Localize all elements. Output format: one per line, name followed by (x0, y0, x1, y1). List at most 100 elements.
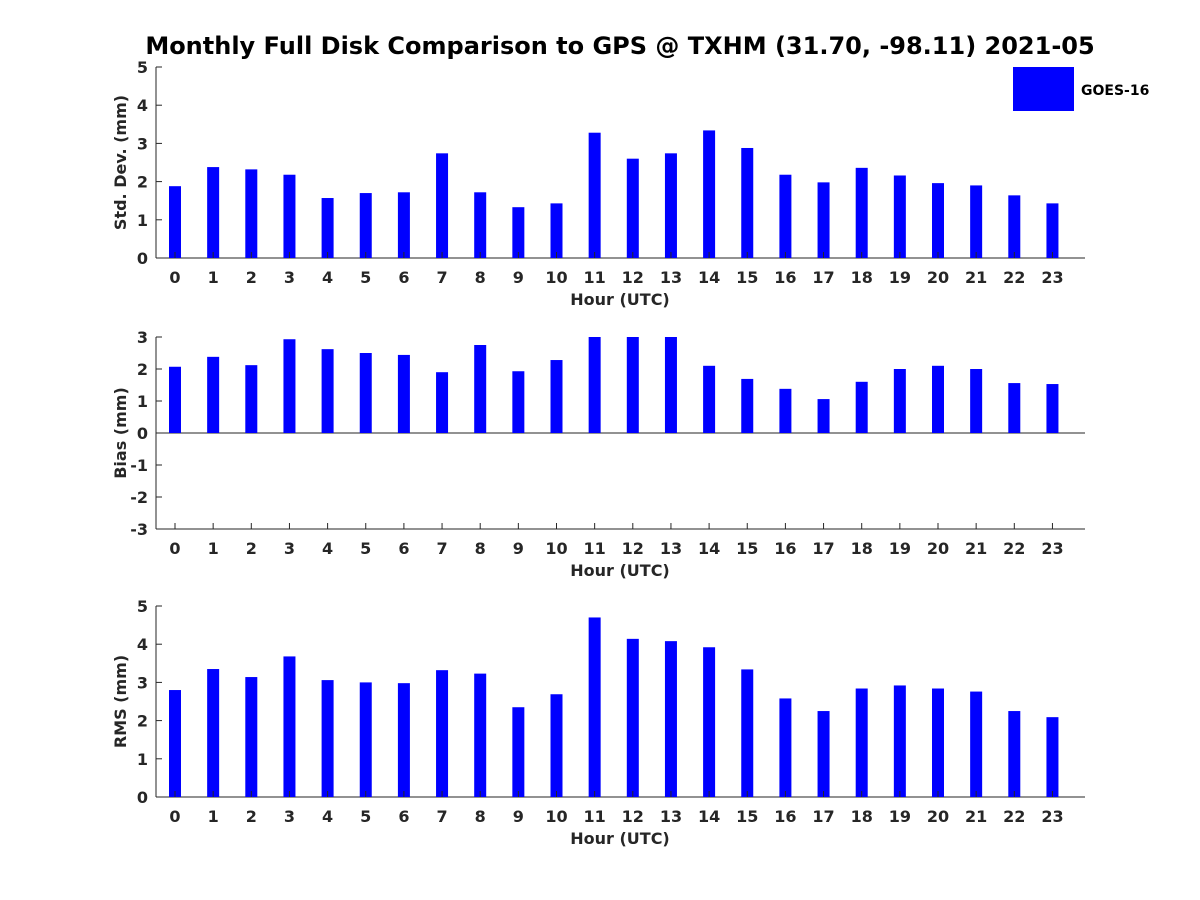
std-dev-x-tick-label: 2 (246, 268, 257, 287)
bias-x-tick-label: 13 (660, 539, 682, 558)
bias-bar (321, 349, 334, 433)
rms-bar (359, 682, 372, 797)
rms-y-tick-label: 4 (137, 635, 148, 654)
bias-x-tick-label: 18 (851, 539, 873, 558)
bias-bar (588, 337, 601, 433)
bias-bar (474, 345, 487, 433)
rms-x-tick-label: 10 (545, 807, 567, 826)
std-dev-bar (703, 130, 716, 258)
rms-x-tick-label: 11 (584, 807, 606, 826)
rms-bar (588, 617, 601, 797)
std-dev-bar (932, 183, 944, 258)
rms-bar (817, 711, 830, 797)
rms-bar (1046, 717, 1059, 797)
bias-y-tick-label: -1 (130, 456, 148, 475)
bias-x-tick-label: 4 (322, 539, 333, 558)
bias-x-tick-label: 17 (812, 539, 834, 558)
rms-x-tick-label: 3 (284, 807, 295, 826)
std-dev-y-tick-label: 2 (137, 173, 148, 192)
std-dev-bar (397, 192, 410, 258)
std-dev-x-tick-label: 22 (1003, 268, 1025, 287)
std-dev-y-axis-label: Std. Dev. (mm) (111, 95, 130, 230)
bias-y-tick-label: 0 (137, 424, 148, 443)
std-dev-x-tick-label: 14 (698, 268, 720, 287)
bias-bar (970, 369, 983, 433)
rms-y-tick-label: 5 (137, 597, 148, 616)
rms-bar (703, 647, 716, 797)
bias-y-tick-label: 2 (137, 360, 148, 379)
bias-bar (436, 372, 449, 433)
bias-x-tick-label: 2 (246, 539, 257, 558)
chart-title: Monthly Full Disk Comparison to GPS @ TX… (145, 32, 1094, 60)
bias-bar (855, 381, 868, 433)
bias-bar (817, 399, 830, 433)
bias-x-tick-label: 1 (208, 539, 219, 558)
bias-bar (245, 365, 258, 433)
std-dev-y-tick-label: 0 (137, 249, 148, 268)
rms-x-tick-label: 18 (851, 807, 873, 826)
bias-x-tick-label: 8 (475, 539, 486, 558)
std-dev-x-tick-label: 0 (169, 268, 180, 287)
bias-bar (169, 366, 181, 433)
bias-x-tick-label: 12 (622, 539, 644, 558)
legend-label-goes-16: GOES-16 (1081, 83, 1149, 99)
std-dev-bar (779, 174, 792, 258)
std-dev-bar (588, 132, 601, 258)
rms-x-tick-label: 4 (322, 807, 333, 826)
bias-x-tick-label: 22 (1003, 539, 1025, 558)
std-dev-bar (207, 167, 220, 258)
bias-x-tick-label: 21 (965, 539, 987, 558)
rms-bar (207, 669, 220, 797)
std-dev-x-tick-label: 16 (774, 268, 796, 287)
std-dev-x-tick-label: 7 (436, 268, 447, 287)
rms-y-tick-label: 2 (137, 712, 148, 731)
std-dev-y-tick-label: 4 (137, 96, 148, 115)
rms-bar (474, 673, 487, 797)
rms-x-tick-label: 20 (927, 807, 949, 826)
bias-bar (779, 388, 792, 433)
rms-x-tick-label: 13 (660, 807, 682, 826)
bias-x-tick-label: 5 (360, 539, 371, 558)
bias-bar (1008, 383, 1021, 433)
std-dev-x-tick-label: 9 (513, 268, 524, 287)
bias-y-axis-label: Bias (mm) (111, 387, 130, 479)
bias-bar (741, 378, 754, 433)
rms-bar (245, 677, 258, 797)
rms-y-tick-label: 3 (137, 673, 148, 692)
rms-x-tick-label: 2 (246, 807, 257, 826)
std-dev-x-tick-label: 19 (889, 268, 911, 287)
std-dev-y-tick-label: 5 (137, 58, 148, 77)
rms-x-tick-label: 12 (622, 807, 644, 826)
std-dev-bar (283, 174, 296, 258)
std-dev-bar (436, 153, 449, 258)
rms-bar (397, 683, 410, 797)
bias-y-tick-label: -3 (130, 520, 148, 539)
bias-x-axis-label: Hour (UTC) (570, 561, 670, 580)
bias-x-tick-label: 11 (584, 539, 606, 558)
rms-bar (1008, 711, 1021, 797)
legend-swatch-goes-16 (1013, 67, 1074, 111)
std-dev-bar (893, 175, 906, 258)
rms-x-tick-label: 19 (889, 807, 911, 826)
std-dev-x-tick-label: 12 (622, 268, 644, 287)
std-dev-bar (664, 153, 677, 258)
rms-bar (626, 638, 639, 797)
std-dev-bar (1008, 195, 1021, 258)
rms-x-tick-label: 9 (513, 807, 524, 826)
rms-x-axis-label: Hour (UTC) (570, 829, 670, 848)
std-dev-y-tick-label: 3 (137, 134, 148, 153)
std-dev-x-tick-label: 13 (660, 268, 682, 287)
rms-bar (779, 698, 792, 797)
std-dev-x-tick-label: 8 (475, 268, 486, 287)
std-dev-bar (321, 198, 334, 258)
rms-y-tick-label: 0 (137, 788, 148, 807)
rms-x-tick-label: 0 (169, 807, 180, 826)
bias-y-tick-label: 3 (137, 328, 148, 347)
bias-x-tick-label: 6 (398, 539, 409, 558)
std-dev-x-tick-label: 17 (812, 268, 834, 287)
rms-y-tick-label: 1 (137, 750, 148, 769)
bias-x-tick-label: 19 (889, 539, 911, 558)
bias-y-tick-label: -2 (130, 488, 148, 507)
